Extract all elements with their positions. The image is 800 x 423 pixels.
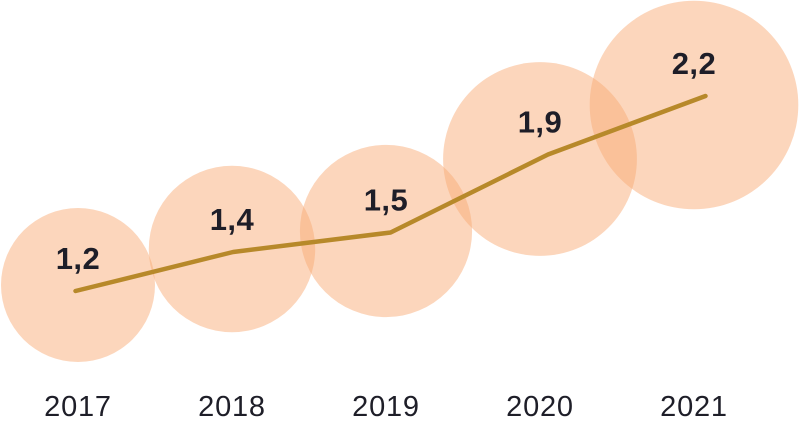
value-label-2020: 1,9 [518, 105, 563, 140]
bubble-2017 [1, 208, 155, 362]
bubble-2018 [148, 165, 316, 333]
trend-line [73, 93, 708, 294]
year-label-2019: 2019 [352, 391, 420, 423]
value-label-2018: 1,4 [210, 202, 255, 237]
year-label-2021: 2021 [660, 391, 728, 423]
year-label-2017: 2017 [44, 391, 112, 423]
value-label-2021: 2,2 [672, 46, 717, 81]
year-label-2020: 2020 [506, 391, 574, 423]
value-label-2019: 1,5 [364, 183, 409, 218]
year-label-2018: 2018 [198, 391, 266, 423]
bubble-2021 [589, 0, 799, 210]
value-label-2017: 1,2 [56, 241, 101, 276]
